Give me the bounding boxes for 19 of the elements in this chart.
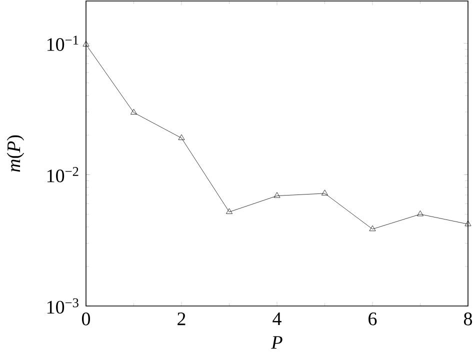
y-axis-title: m(P) bbox=[6, 135, 24, 172]
point bbox=[226, 208, 232, 214]
x-tick-label: 8 bbox=[464, 312, 472, 326]
point bbox=[464, 220, 472, 226]
point bbox=[178, 134, 185, 140]
y-tick-label: 10$^{−3}$ bbox=[47, 298, 78, 314]
point bbox=[274, 192, 280, 198]
x-axis-title: P bbox=[271, 336, 282, 349]
x-tick-label: 0 bbox=[82, 312, 90, 326]
point bbox=[322, 190, 328, 196]
point bbox=[417, 210, 424, 216]
point bbox=[369, 225, 376, 232]
y-tick-label: 10$^{−2}$ bbox=[47, 167, 78, 182]
x-tick-label: 2 bbox=[178, 312, 186, 326]
point bbox=[82, 40, 90, 46]
x-tick-label: 6 bbox=[368, 312, 377, 326]
x-tick-label: 4 bbox=[272, 312, 282, 326]
y-tick-label: 10$^{−1}$ bbox=[47, 36, 78, 51]
point bbox=[130, 108, 137, 115]
